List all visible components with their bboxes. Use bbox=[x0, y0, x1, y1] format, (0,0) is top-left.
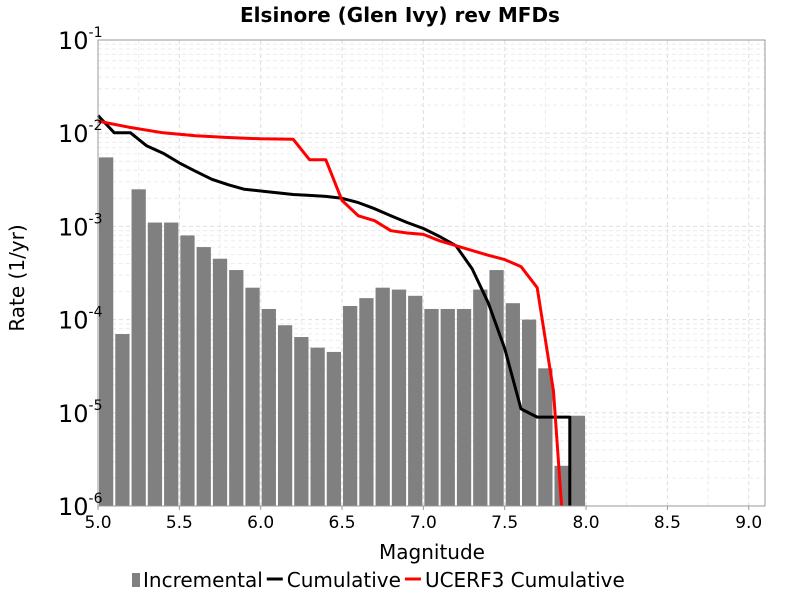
incremental-bar bbox=[212, 258, 228, 506]
incremental-bars bbox=[99, 157, 586, 507]
legend-swatch bbox=[132, 573, 140, 587]
x-tick-label: 7.0 bbox=[410, 513, 437, 533]
incremental-bar bbox=[164, 222, 179, 506]
incremental-bar bbox=[326, 351, 342, 506]
legend: Incremental Cumulative UCERF3 Cumulative bbox=[132, 568, 625, 592]
incremental-bar bbox=[489, 270, 504, 506]
x-tick-label: 6.0 bbox=[247, 513, 274, 533]
incremental-bar bbox=[440, 308, 455, 506]
y-tick-label: 10-6 bbox=[58, 491, 103, 521]
incremental-bar bbox=[408, 295, 423, 506]
plot-frame bbox=[97, 39, 766, 507]
incremental-bar bbox=[196, 247, 211, 507]
y-tick-label: 10-1 bbox=[58, 25, 103, 55]
y-tick-label: 10-2 bbox=[58, 118, 103, 148]
incremental-bar bbox=[538, 368, 553, 506]
y-tick-label: 10-5 bbox=[58, 398, 103, 428]
incremental-bar bbox=[229, 270, 244, 506]
cumulative-lines bbox=[96, 114, 572, 507]
legend-label: Incremental bbox=[143, 568, 263, 592]
x-axis-ticks: 5.0 5.5 6.0 6.5 7.0 7.5 8.0 8.5 9.0 bbox=[84, 506, 762, 533]
incremental-bar bbox=[115, 334, 130, 506]
legend-label: Cumulative bbox=[287, 568, 401, 592]
x-tick-label: 5.0 bbox=[84, 513, 111, 533]
incremental-bar bbox=[131, 189, 146, 506]
x-tick-label: 5.5 bbox=[166, 513, 193, 533]
legend-item: Cumulative bbox=[266, 568, 401, 592]
y-tick-label: 10-3 bbox=[58, 211, 103, 241]
incremental-bar bbox=[277, 325, 293, 506]
incremental-bar bbox=[245, 287, 260, 506]
incremental-bar bbox=[375, 287, 390, 506]
incremental-bar bbox=[180, 235, 195, 506]
x-tick-label: 8.0 bbox=[573, 513, 600, 533]
y-tick-label: 10-4 bbox=[58, 305, 103, 335]
legend-label: UCERF3 Cumulative bbox=[425, 568, 625, 592]
x-axis-label: Magnitude bbox=[379, 540, 485, 564]
incremental-bar bbox=[391, 289, 407, 506]
incremental-bar bbox=[294, 337, 309, 506]
legend-item: UCERF3 Cumulative bbox=[404, 568, 625, 592]
incremental-bar bbox=[424, 308, 439, 506]
incremental-bar bbox=[261, 308, 276, 506]
legend-item: Incremental bbox=[132, 568, 263, 592]
x-tick-label: 9.0 bbox=[735, 513, 762, 533]
incremental-bar bbox=[343, 305, 358, 506]
incremental-bar bbox=[359, 298, 374, 506]
grid bbox=[98, 40, 765, 506]
incremental-bar bbox=[99, 157, 114, 506]
chart-title: Elsinore (Glen Ivy) rev MFDs bbox=[240, 3, 560, 27]
y-axis-label: Rate (1/yr) bbox=[5, 224, 29, 331]
ucerf3-cumulative-line bbox=[97, 119, 564, 507]
y-axis-ticks: 10-1 10-2 10-3 10-4 10-5 10-6 bbox=[58, 25, 103, 521]
incremental-bar bbox=[147, 222, 163, 506]
x-tick-label: 8.5 bbox=[654, 513, 681, 533]
incremental-bar bbox=[456, 308, 472, 506]
incremental-bar bbox=[310, 347, 325, 506]
incremental-bar bbox=[473, 289, 488, 506]
x-tick-label: 7.5 bbox=[491, 513, 518, 533]
incremental-bar bbox=[505, 303, 520, 506]
incremental-bar bbox=[570, 415, 586, 506]
x-tick-label: 6.5 bbox=[329, 513, 356, 533]
